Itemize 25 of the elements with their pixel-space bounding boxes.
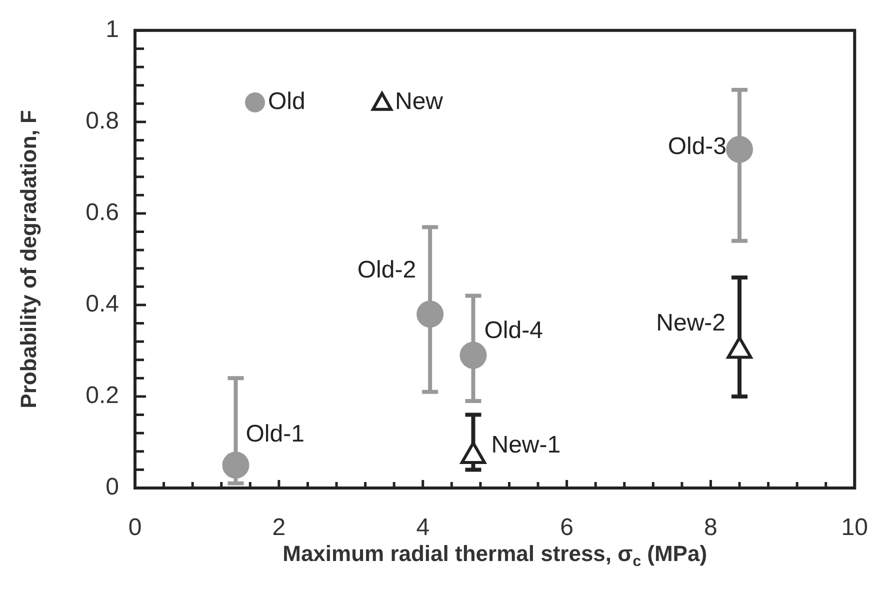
y-axis-title: Probability of degradation, F xyxy=(16,110,42,408)
point xyxy=(726,136,754,163)
x-tick-label: 6 xyxy=(560,514,574,542)
annotation: Old-2 xyxy=(357,256,416,284)
annotation: New-1 xyxy=(491,432,561,459)
annotation: New-2 xyxy=(656,309,726,336)
y-tick-label: 1 xyxy=(106,16,119,44)
point xyxy=(416,300,444,328)
y-tick-label: 0.4 xyxy=(86,290,119,318)
y-tick-label: 0.2 xyxy=(86,382,119,410)
annotation: Old-3 xyxy=(668,133,727,160)
annotation: Old-4 xyxy=(484,316,543,344)
point xyxy=(460,342,487,369)
x-tick-label: 2 xyxy=(272,514,286,542)
y-tick-label: 0.6 xyxy=(86,199,119,226)
annotation: Old-1 xyxy=(246,420,304,448)
x-tick-label: 8 xyxy=(704,514,718,542)
x-tick-label: 4 xyxy=(416,514,430,542)
y-tick-label: 0.8 xyxy=(86,108,119,135)
legend-label: Old xyxy=(268,88,306,116)
y-tick-label: 0 xyxy=(106,474,119,501)
x-tick-label: 0 xyxy=(128,514,142,542)
x-tick-label: 10 xyxy=(841,514,868,542)
legend-label: New xyxy=(395,88,444,116)
point xyxy=(222,452,250,479)
